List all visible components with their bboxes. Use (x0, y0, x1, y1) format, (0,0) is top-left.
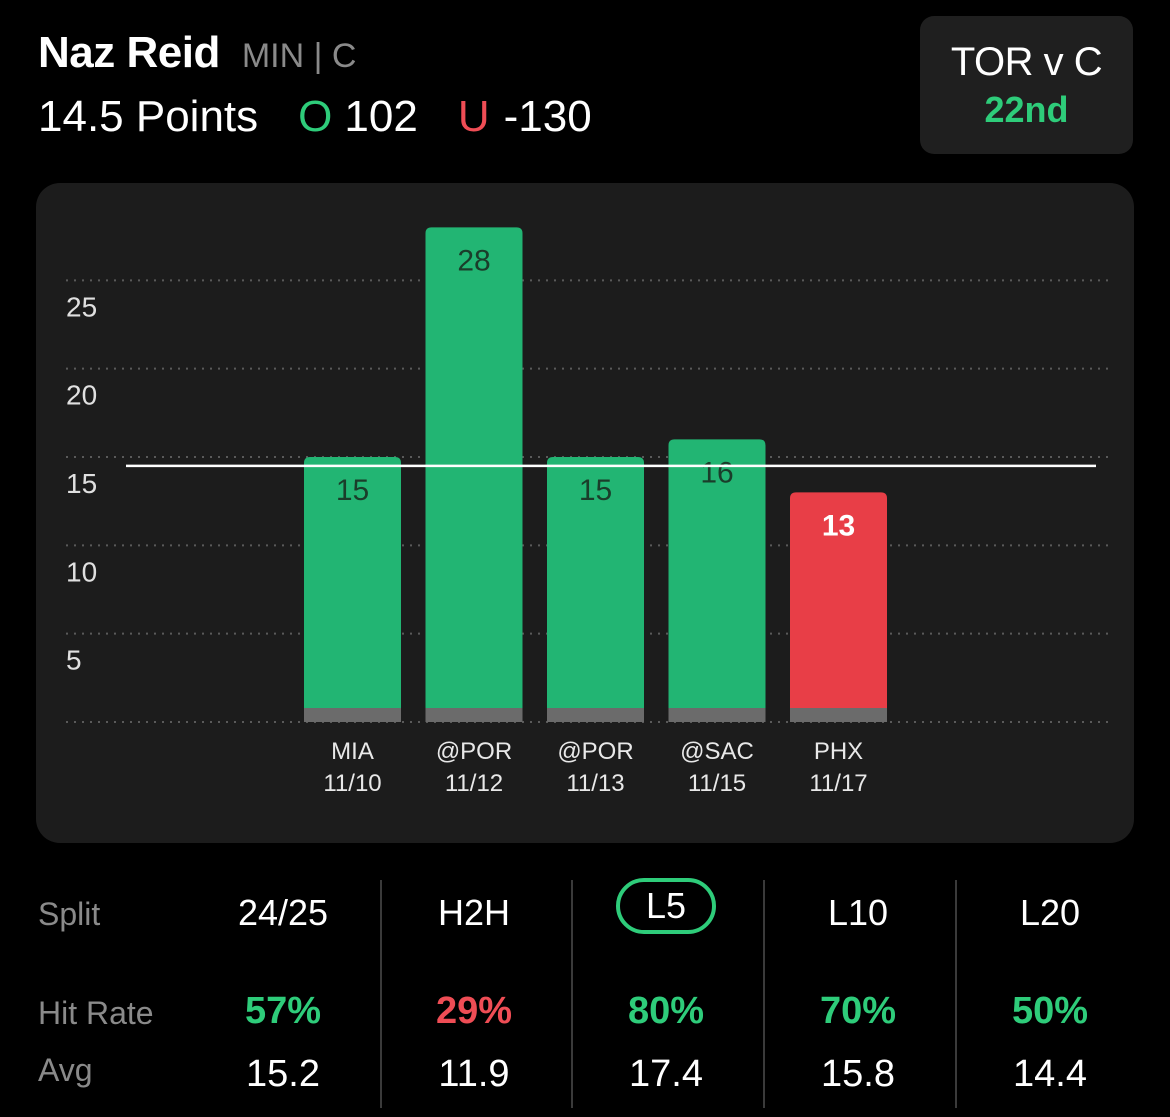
x-category-label: @POR (557, 738, 633, 765)
avg-value: 17.4 (629, 1053, 703, 1095)
hit-rate-value: 29% (435, 990, 513, 1032)
x-category-label: 11/13 (566, 770, 624, 797)
bar (304, 457, 401, 722)
bar-value-label: 15 (336, 474, 369, 507)
chart-panel: 5 10 15 20 25 15 MIA 11/10 28 @POR 11/12 15 @POR 11/1… (36, 183, 1134, 843)
split-tab-l10[interactable]: L10 (827, 892, 889, 933)
bar-value-label: 28 (457, 244, 490, 277)
under-odds[interactable]: -130 (503, 92, 592, 141)
matchup-rank: 22nd (984, 88, 1069, 130)
x-category-label: 11/15 (688, 770, 746, 797)
avg-value: 15.2 (246, 1053, 320, 1095)
y-tick-label: 15 (66, 468, 97, 499)
split-row-label: Split (38, 896, 101, 932)
avg-value: 11.9 (438, 1053, 510, 1095)
y-tick-label: 10 (66, 556, 97, 587)
bar (425, 227, 523, 723)
prop-line: 14.5 Points (38, 92, 259, 141)
x-category-label: @SAC (680, 738, 754, 765)
column-divider (380, 880, 382, 1108)
bar-value-label: 16 (700, 456, 733, 489)
avg-row-label: Avg (38, 1052, 93, 1088)
hit-rate-row-label: Hit Rate (38, 995, 154, 1031)
avg-value: 14.4 (1013, 1053, 1087, 1095)
x-category-label: @POR (436, 738, 512, 765)
bar-value-label: 13 (822, 509, 855, 542)
bar-value-label: 15 (579, 474, 612, 507)
hit-rate-value: 80% (627, 990, 705, 1032)
over-odds[interactable]: 102 (344, 92, 418, 141)
splits-table: Split Hit Rate Avg 24/25 57% 15.2 H2H 29% 11.… (0, 870, 1170, 1117)
under-icon: U (457, 92, 490, 141)
avg-value: 15.8 (821, 1053, 895, 1095)
hit-rate-value: 50% (1011, 990, 1089, 1032)
split-tab-l5[interactable]: L5 (615, 878, 717, 934)
split-tab-2425[interactable]: 24/25 (237, 892, 329, 933)
hit-rate-value: 70% (819, 990, 897, 1032)
split-tab-cell[interactable]: H2H (379, 892, 569, 934)
column-divider (763, 880, 765, 1108)
column-divider (571, 880, 573, 1108)
x-category-label: 11/12 (445, 770, 503, 797)
split-tab-cell[interactable]: L20 (955, 892, 1145, 934)
bar-base (304, 708, 401, 722)
x-category-label: MIA (331, 738, 374, 765)
bar-base (790, 708, 887, 722)
bar-base (547, 708, 644, 722)
bar (547, 457, 644, 722)
x-category-label: 11/17 (809, 770, 867, 797)
bar (668, 439, 766, 722)
column-divider (955, 880, 957, 1108)
bar-base (425, 708, 523, 722)
team-position: MIN | C (241, 37, 357, 75)
over-icon: O (298, 92, 333, 141)
split-tab-h2h[interactable]: H2H (437, 892, 511, 933)
split-tab-cell[interactable]: L5 (571, 878, 761, 934)
bar (790, 492, 887, 722)
matchup-card[interactable]: TOR v C 22nd (920, 16, 1133, 154)
bar-chart: 5 10 15 20 25 15 MIA 11/10 28 @POR 11/12 15 @POR 11/1… (66, 227, 1111, 797)
player-header: Naz Reid MIN | C 14.5 Points O 102 U -13… (38, 28, 592, 142)
bar-base (668, 708, 766, 722)
x-category-label: 11/10 (323, 770, 381, 797)
x-category-label: PHX (814, 738, 863, 765)
y-tick-label: 20 (66, 380, 97, 411)
y-tick-label: 5 (66, 645, 82, 676)
y-tick-label: 25 (66, 291, 97, 322)
matchup-label: TOR v C (950, 39, 1103, 84)
split-tab-l20[interactable]: L20 (1019, 892, 1081, 933)
player-name: Naz Reid (38, 28, 220, 77)
split-tab-cell[interactable]: L10 (763, 892, 953, 934)
hit-rate-value: 57% (244, 990, 322, 1032)
split-tab-cell[interactable]: 24/25 (188, 892, 378, 934)
